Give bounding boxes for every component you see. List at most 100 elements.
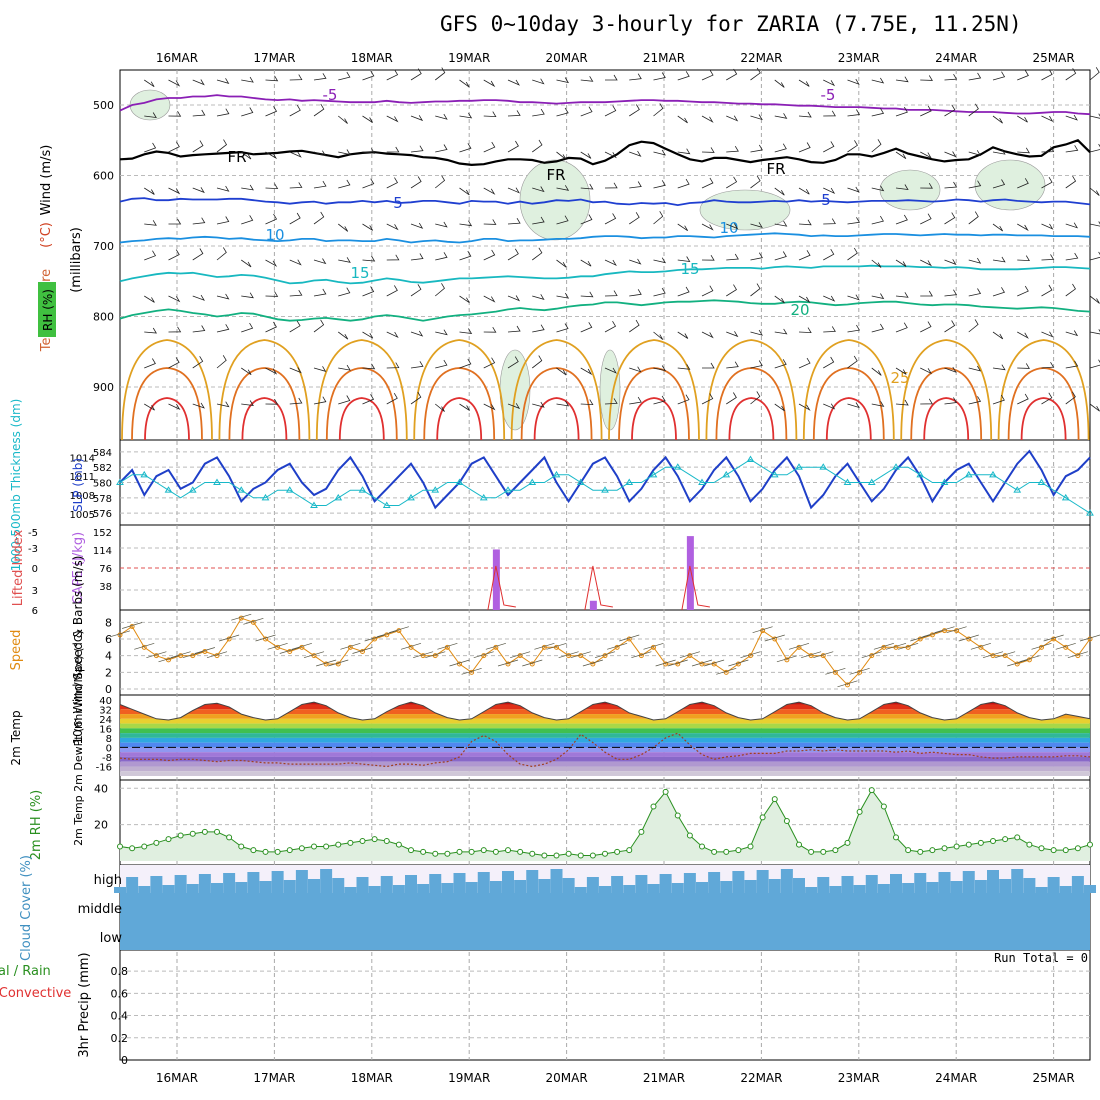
wind-speed-point bbox=[214, 653, 220, 659]
cloud-high-bar bbox=[890, 874, 902, 893]
wind-barb-10m bbox=[255, 634, 276, 642]
wind-barb bbox=[168, 218, 182, 225]
wind-barb bbox=[726, 223, 739, 230]
wind-barb bbox=[1065, 145, 1079, 153]
wind-barb bbox=[216, 216, 230, 225]
wind-barb bbox=[701, 254, 715, 261]
wind-barb bbox=[726, 115, 739, 122]
rh-shading bbox=[974, 159, 1046, 211]
x-tick-label-top: 21MAR bbox=[643, 51, 685, 65]
cloud-high-bar bbox=[259, 881, 272, 893]
wind-barb bbox=[580, 76, 594, 82]
wind-speed-point bbox=[626, 636, 632, 642]
wind-barb bbox=[556, 151, 567, 160]
wind-barb bbox=[483, 111, 497, 118]
wind-barb bbox=[604, 105, 617, 117]
wind-barb bbox=[1017, 115, 1028, 123]
wind-speed-point bbox=[178, 653, 184, 659]
wind-barb-10m bbox=[206, 651, 228, 659]
rh-point bbox=[941, 845, 948, 852]
cloud-high-bar bbox=[1071, 876, 1084, 893]
isotherm-line-30 bbox=[910, 367, 983, 441]
wind-barb bbox=[507, 140, 519, 153]
isotherm-line-35 bbox=[338, 397, 385, 441]
wind-barb bbox=[604, 182, 618, 189]
wind-barb bbox=[168, 295, 181, 303]
wind-barb bbox=[726, 331, 739, 338]
wind-barb-10m bbox=[619, 634, 640, 642]
wind-barb bbox=[798, 79, 810, 87]
wind-barb bbox=[774, 187, 785, 196]
cloud-high-bar bbox=[174, 875, 187, 893]
rh-point bbox=[832, 847, 839, 854]
wind-barb bbox=[241, 151, 252, 160]
wind-barb-10m bbox=[400, 642, 422, 650]
wind-barb bbox=[701, 115, 714, 123]
wind-barb bbox=[483, 187, 496, 195]
rh-point bbox=[577, 852, 584, 859]
isotherm-line-25 bbox=[121, 339, 213, 441]
cloud-high-bar bbox=[780, 869, 793, 893]
wind-barb-10m bbox=[134, 642, 155, 650]
ylabel-lifted-index: Lifted Index bbox=[11, 529, 26, 606]
wind-barb bbox=[1065, 68, 1077, 81]
thickness-point bbox=[116, 478, 124, 485]
ylabel-total-rain: Total / Rain bbox=[0, 964, 51, 979]
precip-tick-label: 0 bbox=[121, 1054, 128, 1067]
wind-barb bbox=[459, 187, 470, 196]
wind-barb bbox=[847, 140, 858, 153]
wind-barb bbox=[483, 326, 497, 333]
rh-point bbox=[335, 841, 342, 848]
wind-barb bbox=[604, 320, 617, 333]
rh-point bbox=[747, 843, 754, 850]
temp-band bbox=[120, 702, 1090, 705]
wind-barb bbox=[629, 73, 642, 81]
thickness-tick-label: 580 bbox=[93, 479, 112, 490]
wind-speed-point bbox=[784, 657, 790, 663]
rh-point bbox=[977, 839, 984, 846]
wind-barb bbox=[362, 363, 376, 370]
wind-barb bbox=[944, 366, 957, 373]
wind-barb-10m bbox=[497, 659, 519, 667]
wind-barb bbox=[895, 292, 909, 298]
wind-barb bbox=[968, 150, 982, 156]
wind-barb bbox=[532, 186, 545, 193]
rh-point bbox=[820, 848, 827, 855]
wind-barb bbox=[1065, 222, 1079, 229]
wind-barb bbox=[192, 109, 206, 117]
cape-tick-label: 76 bbox=[99, 564, 112, 575]
wind-barb-10m bbox=[340, 642, 361, 650]
rh-point bbox=[262, 848, 269, 855]
wind-speed-point bbox=[493, 644, 499, 650]
contour-label: 10 bbox=[265, 226, 284, 244]
thickness-point bbox=[795, 463, 803, 470]
wind-barb bbox=[1089, 187, 1100, 196]
thickness-point bbox=[261, 493, 270, 501]
isotherm-line-25 bbox=[802, 339, 895, 441]
wind-barb-10m bbox=[594, 651, 616, 659]
wind-barb-10m bbox=[643, 642, 664, 650]
rh-point bbox=[420, 848, 427, 855]
wind-barb bbox=[701, 331, 714, 339]
rh-point bbox=[1014, 834, 1021, 841]
wind-barb-10m bbox=[873, 642, 894, 650]
wind-barb bbox=[604, 290, 618, 297]
cloud-high-bar bbox=[732, 871, 745, 893]
wind-barb bbox=[920, 105, 932, 117]
wind-barb bbox=[144, 112, 157, 118]
temp-band bbox=[120, 704, 1090, 710]
rh-point bbox=[432, 850, 439, 857]
ylabel-slp: SLP (mb) bbox=[71, 458, 85, 512]
wind-barb bbox=[895, 214, 908, 225]
wind-barb bbox=[653, 103, 664, 117]
wind-tick-label: 2 bbox=[105, 666, 112, 679]
rh-point bbox=[1050, 847, 1057, 854]
wind-barb bbox=[798, 403, 811, 411]
wind-barb bbox=[920, 259, 933, 267]
wind-barb-10m bbox=[291, 642, 312, 650]
lifted-index-line bbox=[487, 565, 516, 611]
cloud-row-label: high bbox=[94, 873, 122, 888]
wind-barb bbox=[556, 259, 567, 268]
wind-barb bbox=[677, 364, 691, 370]
wind-barb bbox=[532, 401, 545, 408]
